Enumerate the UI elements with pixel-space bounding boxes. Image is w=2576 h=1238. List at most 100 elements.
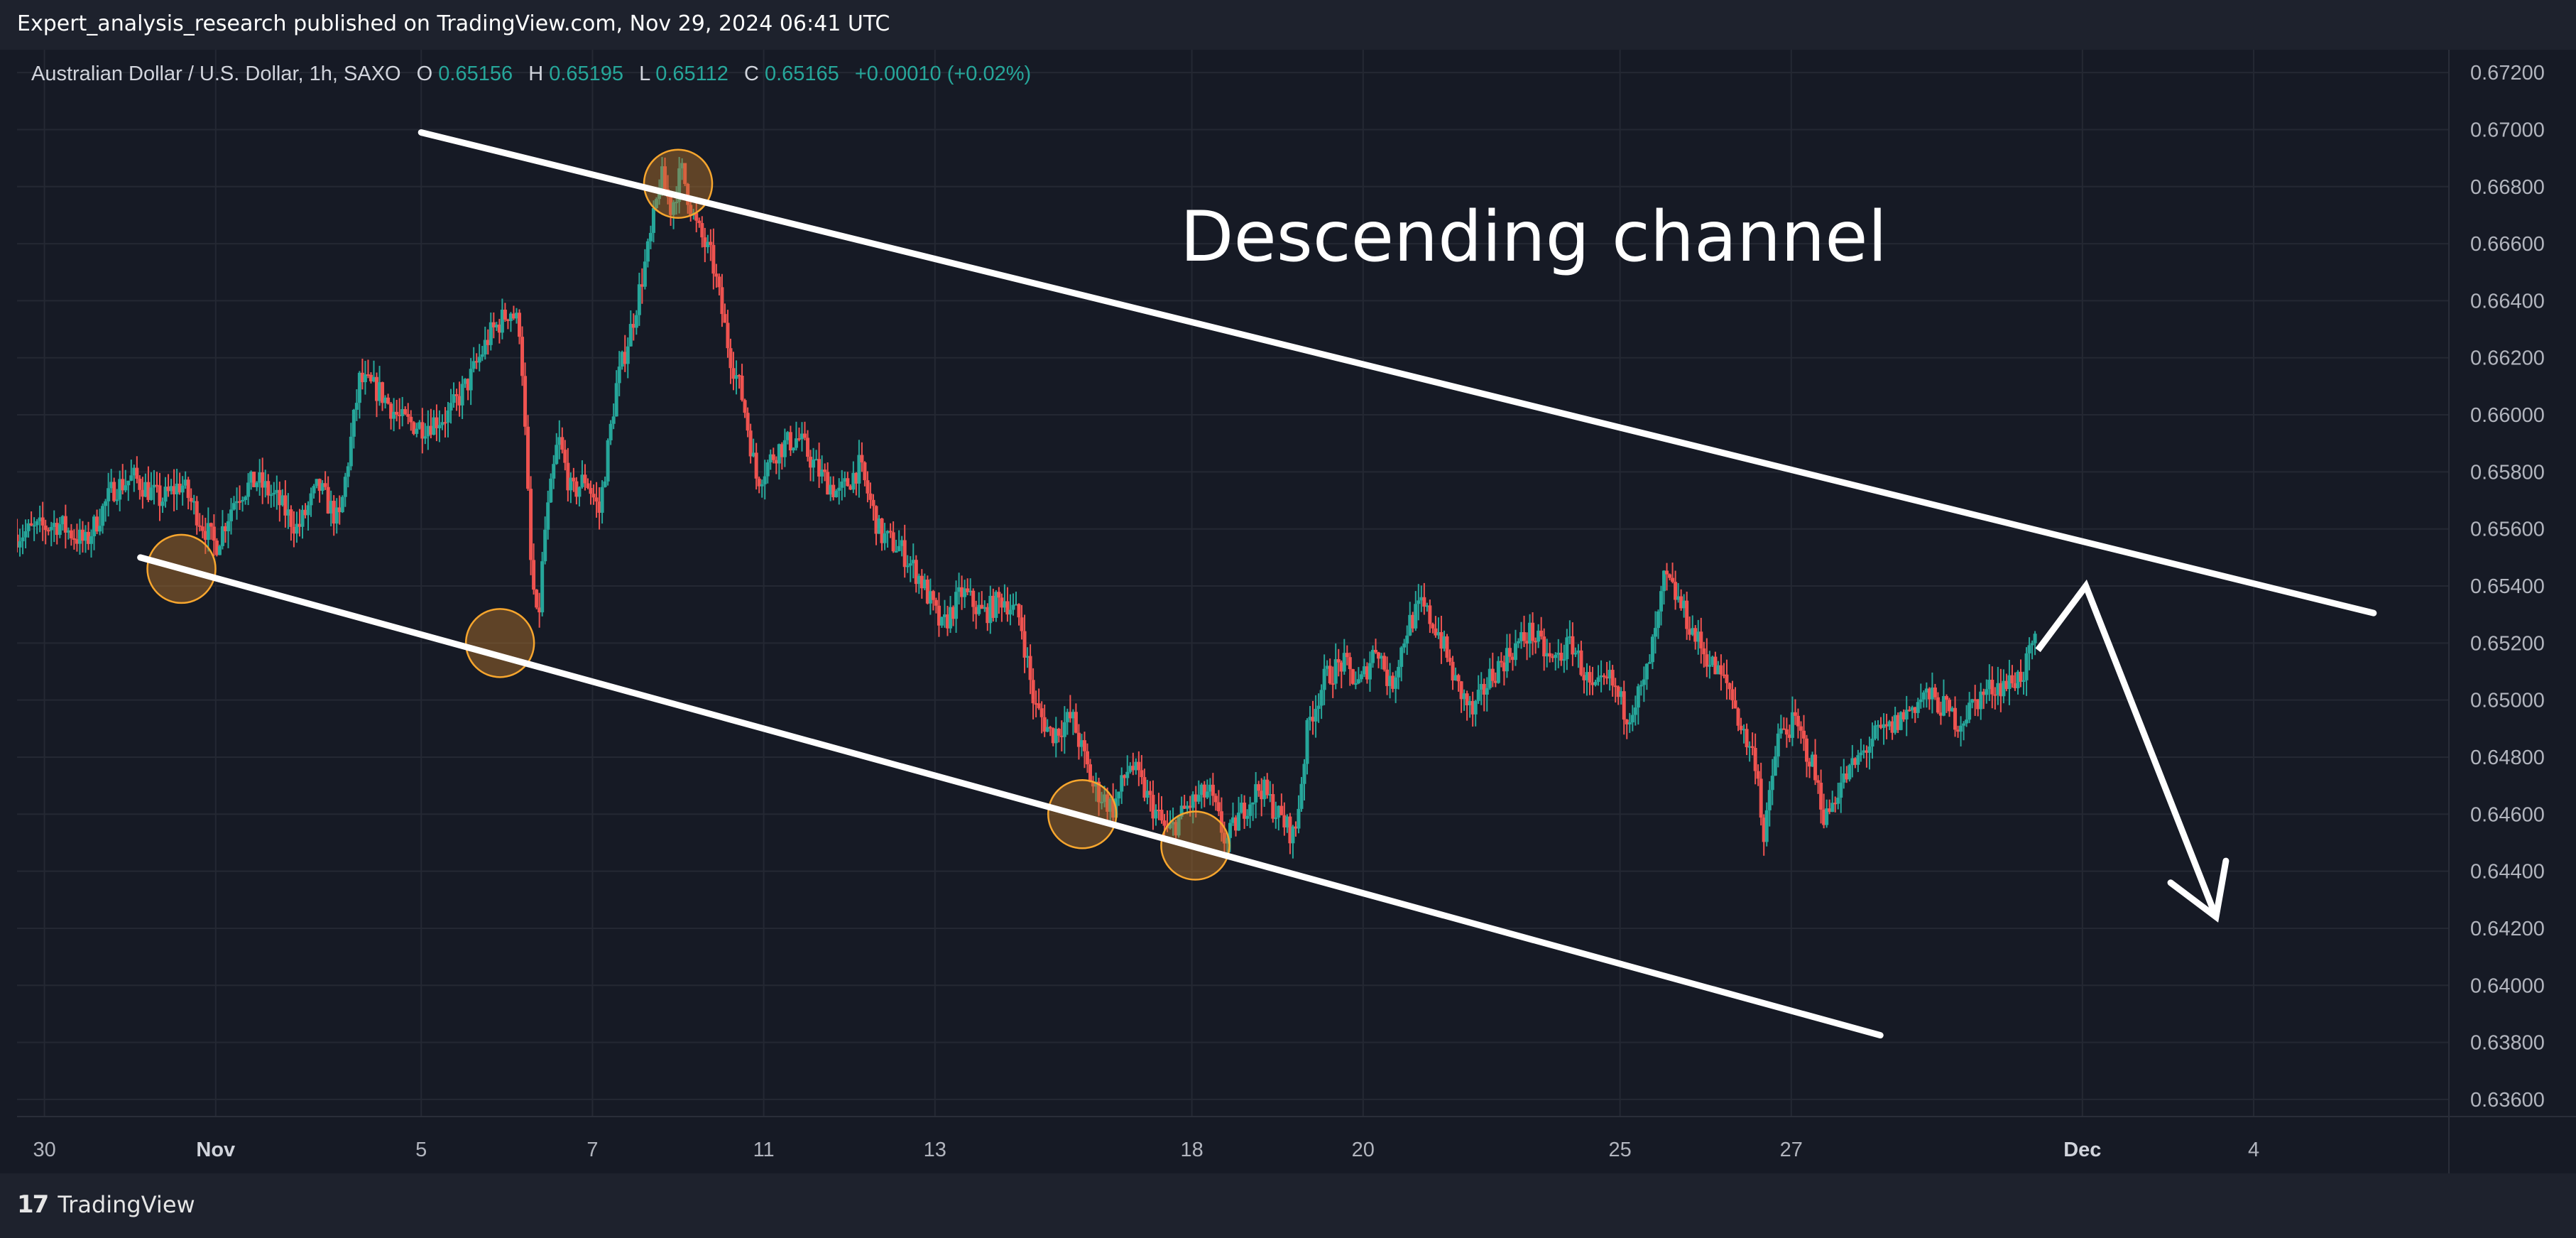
candle-body	[1793, 712, 1797, 716]
candle-body	[1365, 666, 1369, 680]
candle-body	[1693, 628, 1698, 642]
y-tick-label: 0.65000	[2470, 690, 2545, 712]
candle-body	[1699, 631, 1703, 648]
candle-body	[1356, 679, 1360, 684]
tradingview-logo[interactable]: 17 TradingView	[17, 1189, 195, 1220]
candle-body	[1422, 597, 1426, 607]
candle-body	[266, 481, 271, 496]
candle-body	[1659, 591, 1663, 612]
candle-body	[1833, 803, 1838, 805]
legend-low-value: 0.65112	[655, 63, 728, 85]
candle-body	[1373, 649, 1377, 653]
y-tick-label: 0.66000	[2470, 404, 2545, 427]
candle-body	[1103, 794, 1107, 802]
candle-body	[1708, 665, 1712, 667]
candle-body	[1904, 710, 1909, 720]
chart-area[interactable]: 0.67200 0.67000 0.66800 0.66600 0.66400 0.662…	[17, 50, 2576, 1173]
candle-body	[566, 462, 570, 491]
candle-body	[1057, 729, 1061, 736]
candle-body	[1417, 600, 1421, 604]
candle-body	[594, 497, 599, 502]
candle-body	[349, 436, 353, 467]
candle-body	[115, 499, 119, 501]
candle-body	[18, 541, 22, 548]
candle-body	[1020, 617, 1024, 631]
channel-upper-line[interactable]	[417, 129, 2377, 617]
candle-body	[2004, 680, 2009, 690]
candle-body	[560, 437, 564, 450]
candle-body	[942, 614, 946, 617]
candle-body	[1548, 653, 1552, 657]
candle-body	[1097, 781, 1101, 803]
candle-body	[1123, 775, 1127, 778]
candle-body	[29, 523, 33, 526]
candle-body	[997, 592, 1001, 598]
candle-body	[806, 438, 810, 457]
candle-body	[791, 447, 795, 451]
candle-body	[1117, 791, 1121, 799]
candle-body	[1534, 641, 1538, 643]
candle-body	[1088, 764, 1093, 782]
candle-body	[1633, 707, 1637, 715]
legend-change: +0.00010 (+0.02%)	[855, 63, 1031, 85]
candle-body	[1399, 647, 1404, 667]
candle-body	[537, 607, 542, 613]
candle-body	[1642, 679, 1646, 685]
candle-body	[295, 523, 299, 534]
footer-bar: 17 TradingView	[0, 1173, 2576, 1238]
candle-body	[43, 525, 48, 531]
candle-body	[797, 438, 801, 440]
candle-body	[457, 396, 462, 406]
candle-body	[1336, 659, 1341, 663]
touch-point-highlight[interactable]	[643, 148, 714, 219]
drawings[interactable]	[137, 129, 2377, 1039]
candle-body	[640, 284, 644, 287]
touch-point-highlight[interactable]	[464, 608, 535, 678]
candle-body	[546, 502, 550, 530]
candle-body	[1705, 654, 1709, 667]
candle-body	[1539, 630, 1544, 637]
annotation-descending-channel[interactable]: Descending channel	[1180, 197, 1887, 278]
x-tick-label: Dec	[2063, 1139, 2101, 1161]
candle-body	[1054, 729, 1058, 744]
candle-body	[309, 493, 313, 506]
y-tick-label: 0.67200	[2470, 62, 2545, 85]
candle-body	[1933, 688, 1937, 697]
candle-body	[1254, 784, 1258, 803]
candle-body	[278, 489, 282, 506]
candle-body	[863, 462, 867, 481]
candle-body	[452, 394, 456, 403]
candle-body	[500, 309, 504, 333]
candle-body	[1248, 804, 1252, 816]
candle-body	[1350, 669, 1355, 684]
candle-body	[526, 426, 530, 489]
candle-body	[497, 324, 501, 333]
candle-body	[1445, 636, 1449, 658]
candle-body	[426, 425, 430, 437]
candle-body	[603, 481, 607, 487]
candle-body	[1647, 662, 1652, 664]
projection-path[interactable]	[2035, 579, 2220, 918]
candle-body	[429, 425, 433, 435]
candle-body	[1745, 729, 1749, 747]
candle-body	[1479, 683, 1483, 690]
candle-body	[272, 492, 276, 495]
candle-body	[383, 397, 388, 403]
candle-body	[129, 475, 133, 481]
candle-body	[1571, 636, 1575, 655]
candle-body	[63, 516, 67, 533]
candle-body	[1260, 791, 1264, 800]
projection-arrowhead[interactable]	[2167, 857, 2230, 923]
candle-body	[1314, 709, 1318, 722]
candle-body	[734, 375, 738, 379]
chart-canvas[interactable]: 0.67200 0.67000 0.66800 0.66600 0.66400 0.662…	[17, 50, 2576, 1173]
legend-high-label: H	[528, 63, 543, 85]
channel-lower-line[interactable]	[137, 554, 1884, 1039]
candle-body	[1499, 661, 1503, 663]
candle-body	[371, 376, 376, 381]
candle-body	[1656, 611, 1660, 629]
candle-body	[326, 487, 330, 514]
candle-body	[563, 450, 567, 463]
candle-body	[1411, 614, 1415, 629]
candle-body	[1770, 776, 1774, 791]
